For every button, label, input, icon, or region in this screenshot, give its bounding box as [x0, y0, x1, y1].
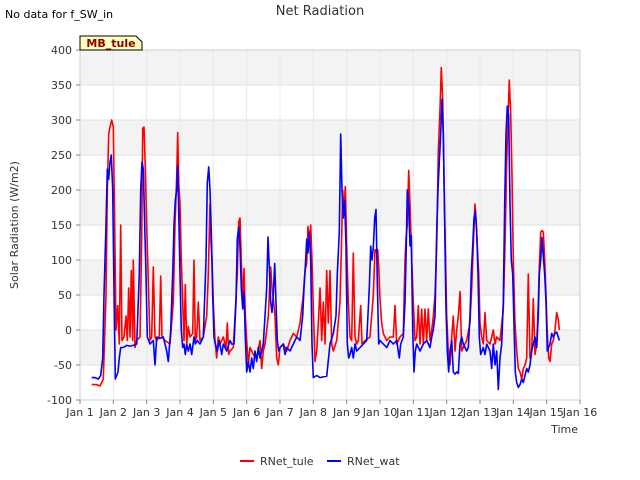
- y-axis-title: Solar Radiation (W/m2): [8, 161, 21, 289]
- x-tick-label: Jan 2: [99, 406, 127, 419]
- x-tick-label: Jan 6: [232, 406, 260, 419]
- site-badge: MB_tule: [79, 35, 143, 51]
- x-tick-label: Jan 14: [495, 406, 530, 419]
- y-tick-label: 0: [65, 324, 72, 337]
- x-tick-label: Jan 12: [428, 406, 463, 419]
- x-tick-label: Jan 9: [332, 406, 360, 419]
- x-tick-label: Jan 5: [199, 406, 227, 419]
- y-tick-label: 300: [51, 114, 72, 127]
- x-tick-label: Jan 1: [65, 406, 93, 419]
- no-data-note: No data for f_SW_in: [5, 8, 113, 21]
- legend-label: RNet_tule: [260, 455, 314, 468]
- x-tick-label: Jan 13: [462, 406, 497, 419]
- series-layer: [91, 66, 561, 391]
- x-axis-ticks: Jan 1 Jan 2 Jan 3 Jan 4 Jan 5 Jan 6 Jan 7 Jan 8…: [65, 400, 597, 419]
- x-tick-label: Jan 4: [165, 406, 193, 419]
- y-axis-ticks: -100 -50 0 50 100 150 200 250 300 350 400: [47, 44, 80, 407]
- y-tick-label: 50: [58, 289, 72, 302]
- plot-band: [80, 190, 580, 225]
- y-tick-label: 250: [51, 149, 72, 162]
- series-line-rnet-tule: [91, 66, 561, 387]
- x-tick-label: Jan 15: [528, 406, 563, 419]
- legend-label: RNet_wat: [347, 455, 400, 468]
- y-tick-label: 150: [51, 219, 72, 232]
- plot-background: [80, 50, 580, 365]
- y-tick-label: 200: [51, 184, 72, 197]
- y-tick-label: 400: [51, 44, 72, 57]
- chart-title: Net Radiation: [276, 4, 364, 19]
- x-tick-label: Jan 8: [299, 406, 327, 419]
- y-tick-label: 350: [51, 79, 72, 92]
- y-tick-label: -100: [47, 394, 72, 407]
- y-tick-label: 100: [51, 254, 72, 267]
- x-tick-label: Jan 10: [362, 406, 397, 419]
- plot-band: [80, 120, 580, 155]
- site-badge-shape: [79, 35, 143, 51]
- series-line-rnet-wat: [91, 98, 561, 391]
- x-tick-label: Jan 7: [265, 406, 293, 419]
- legend: RNet_tule RNet_wat: [240, 455, 400, 468]
- x-axis-title: Time: [550, 423, 578, 436]
- x-tick-label: Jan 3: [132, 406, 160, 419]
- plot-band: [80, 50, 580, 85]
- site-badge-label: MB_tule: [86, 37, 135, 50]
- x-tick-label: Jan 16: [562, 406, 597, 419]
- y-tick-label: -50: [54, 359, 72, 372]
- x-tick-label: Jan 11: [395, 406, 430, 419]
